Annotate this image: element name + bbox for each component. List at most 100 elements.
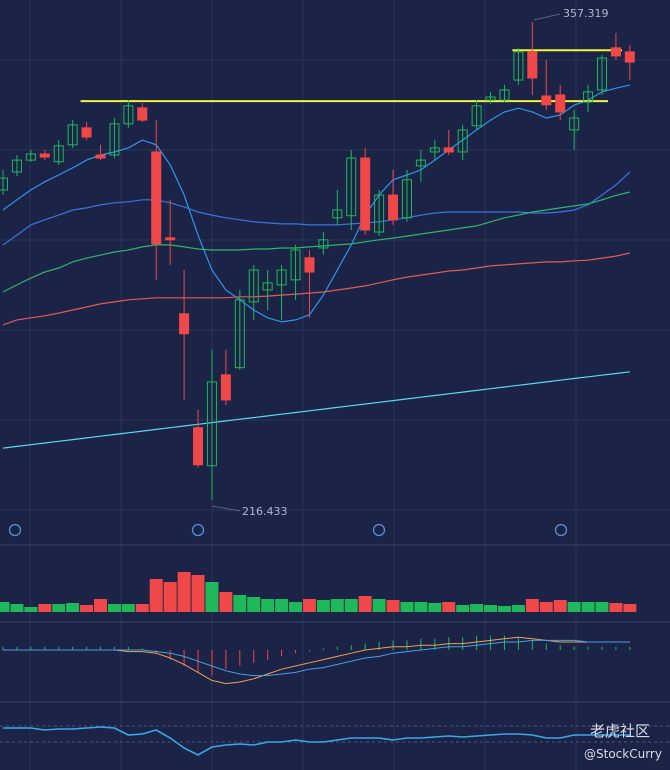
volume-bar [497,606,511,612]
candle-body [290,249,301,281]
candle-body [596,57,607,91]
volume-bar [233,595,247,612]
candle-body [276,269,287,286]
volume-bar [484,605,498,612]
candle [318,232,329,255]
candle [193,409,204,468]
candle-body [234,299,245,369]
candle-body [401,179,412,219]
volume-bar [80,605,94,612]
candle [123,100,134,128]
candle [220,349,231,405]
high-annotation: 357.319 [563,7,609,20]
candle [583,84,594,112]
candle [374,189,385,236]
volume-bar [400,602,414,612]
candle-body [318,239,329,249]
volume-bar [52,604,66,612]
candle [429,140,440,161]
candle [53,140,64,165]
candle-body [193,427,204,466]
candle-body [262,282,273,291]
volume-bar [428,603,442,612]
volume-bar [289,602,303,612]
event-icon [554,523,568,537]
candle [401,169,412,222]
event-icons [8,523,568,537]
candle [499,84,510,103]
volume-bar [66,603,80,612]
candle [81,122,92,141]
candle-body [624,51,635,63]
volume-bar [149,579,163,612]
candle [443,129,454,156]
moving-average [2,252,631,326]
volume-bar [247,597,261,612]
candle [304,249,315,318]
candle [179,270,190,400]
candle-body [67,124,78,146]
candle-body [610,47,621,57]
candle [457,124,468,161]
candle [276,264,287,320]
volume-bar [539,602,553,612]
candle [151,120,162,280]
volume-bar [330,599,344,612]
candle-body [95,154,106,159]
volume-bar [94,599,108,612]
volume-bar [135,604,149,612]
candle [262,270,273,311]
candle [624,45,635,81]
candle-body [81,127,92,138]
candle [25,149,36,162]
candle [332,189,343,225]
volume-bar [163,582,177,612]
candle [39,149,50,161]
volume-bar [191,575,205,612]
volume-bar [609,603,623,612]
candle [165,199,176,265]
candle-body [165,237,176,241]
candle-body [569,117,580,131]
volume-bar [261,599,275,612]
event-icon [191,523,205,537]
volume-bar [442,602,456,612]
volume-bar [177,572,191,612]
candle-body [541,95,552,106]
volume-bar [0,602,10,612]
annotation-leader [533,13,561,21]
candle-body [415,159,426,167]
candle [206,349,217,500]
low-annotation: 216.433 [242,505,288,518]
volume-bar [511,605,525,612]
candle-body [123,105,134,125]
volume-bar [414,602,428,612]
candle-body [332,209,343,219]
volume-bar [567,602,581,612]
volume-bar [595,602,609,612]
volume-bar [38,604,52,612]
candle [388,169,399,225]
event-icon [8,523,22,537]
candle-body [0,177,8,191]
candle-body [527,51,538,79]
volume-bar [623,604,637,612]
candle-body [513,51,524,81]
volume-bar [344,599,358,612]
candle-body [471,105,482,127]
volume-bar [205,582,219,612]
volume-bar [121,604,135,612]
candle [95,144,106,161]
event-icon [372,523,386,537]
candle [234,290,245,370]
moving-average [2,84,631,323]
candle [360,147,371,236]
candle-body [583,91,594,103]
candle-body [499,89,510,101]
candle-body [374,194,385,233]
candle [0,169,8,196]
candle [290,244,301,300]
volume-bar [358,596,372,612]
